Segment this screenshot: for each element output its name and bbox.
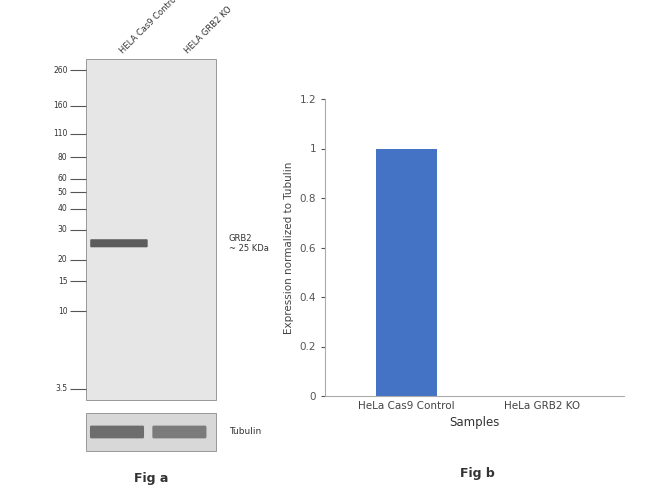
Text: GRB2
~ 25 KDa: GRB2 ~ 25 KDa [229,234,268,253]
Text: Fig a: Fig a [134,472,168,486]
Text: HELA Cas9 Control: HELA Cas9 Control [118,0,180,55]
Text: 110: 110 [53,129,68,138]
Text: 15: 15 [58,277,68,286]
Bar [86,413,216,451]
FancyBboxPatch shape [90,239,148,248]
Text: HELA GRB2 KO: HELA GRB2 KO [183,4,234,55]
Text: 50: 50 [58,188,68,197]
Text: 3.5: 3.5 [55,384,68,393]
Text: 10: 10 [58,306,68,315]
Text: 160: 160 [53,101,68,110]
Text: 20: 20 [58,255,68,264]
X-axis label: Samples: Samples [449,416,500,430]
Bar [86,59,216,400]
FancyBboxPatch shape [152,426,207,439]
Y-axis label: Expression normalized to Tubulin: Expression normalized to Tubulin [284,161,294,334]
Text: Tubulin: Tubulin [229,428,261,437]
Text: 30: 30 [58,225,68,234]
Text: 40: 40 [58,204,68,213]
Text: 80: 80 [58,153,68,162]
Text: 60: 60 [58,174,68,183]
FancyBboxPatch shape [90,426,144,439]
Text: Fig b: Fig b [460,467,495,480]
Text: 260: 260 [53,65,68,75]
Bar [376,148,437,396]
